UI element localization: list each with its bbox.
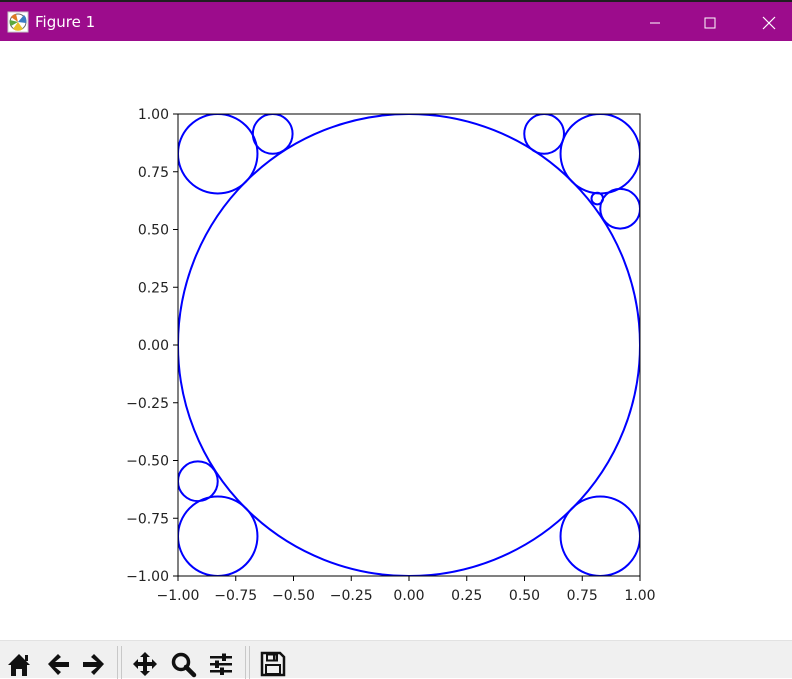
y-tick-label: 0.75 bbox=[138, 165, 169, 181]
ticks-layer: −1.00 −0.75 −0.50 −0.25 0.00 0.25 0.50 0.75 1.00… bbox=[126, 107, 655, 604]
close-button[interactable] bbox=[740, 4, 792, 41]
y-tick-label: 0.25 bbox=[138, 280, 169, 296]
arrow-right-icon bbox=[83, 653, 104, 675]
floppy-disk-icon bbox=[260, 651, 286, 676]
arrow-left-icon bbox=[48, 653, 69, 675]
circle-mark bbox=[559, 495, 640, 576]
minimize-icon bbox=[650, 22, 660, 23]
x-tick-label: −0.50 bbox=[272, 588, 315, 604]
home-icon bbox=[8, 653, 30, 676]
close-icon bbox=[762, 16, 776, 29]
circle-mark bbox=[178, 495, 259, 576]
y-tick-label: −1.00 bbox=[126, 569, 169, 585]
x-tick-label: 0.50 bbox=[509, 588, 540, 604]
x-tick-label: 0.00 bbox=[393, 588, 424, 604]
x-tick-label: −0.25 bbox=[330, 588, 373, 604]
toolbar-separator bbox=[121, 646, 122, 679]
circle-mark bbox=[590, 191, 605, 206]
forward-button[interactable] bbox=[79, 648, 109, 679]
maximize-button[interactable] bbox=[681, 4, 739, 41]
y-tick-label: −0.75 bbox=[126, 511, 169, 527]
window-title: Figure 1 bbox=[35, 13, 96, 31]
figure-canvas[interactable]: −1.00 −0.75 −0.50 −0.25 0.00 0.25 0.50 0.75 1.00… bbox=[0, 41, 792, 640]
matplotlib-app-icon bbox=[7, 11, 29, 33]
y-tick-label: 0.00 bbox=[138, 338, 169, 354]
zoom-button[interactable] bbox=[168, 648, 198, 679]
maximize-icon bbox=[704, 17, 716, 28]
save-button[interactable] bbox=[258, 648, 288, 679]
magnifier-icon bbox=[171, 652, 197, 677]
toolbar-separator bbox=[117, 646, 118, 679]
configure-subplots-button[interactable] bbox=[206, 648, 236, 679]
toolbar-separator bbox=[245, 646, 246, 679]
circle-mark bbox=[251, 114, 294, 155]
x-tick-label: −0.75 bbox=[214, 588, 257, 604]
move-icon bbox=[133, 651, 157, 676]
home-button[interactable] bbox=[4, 648, 34, 679]
axes-background bbox=[178, 114, 640, 576]
back-button[interactable] bbox=[43, 648, 73, 679]
x-tick-label: 0.75 bbox=[567, 588, 598, 604]
y-tick-label: 1.00 bbox=[138, 107, 169, 123]
chart: −1.00 −0.75 −0.50 −0.25 0.00 0.25 0.50 0.75 1.00… bbox=[126, 107, 655, 604]
window-titlebar[interactable]: Figure 1 bbox=[0, 0, 792, 41]
y-tick-label: 0.50 bbox=[138, 223, 169, 239]
x-tick-label: −1.00 bbox=[157, 588, 200, 604]
circle-mark bbox=[178, 114, 259, 195]
navigation-toolbar bbox=[0, 640, 792, 679]
x-tick-label: 1.00 bbox=[624, 588, 655, 604]
x-tick-label: 0.25 bbox=[451, 588, 482, 604]
circle-mark bbox=[523, 114, 565, 155]
minimize-button[interactable] bbox=[626, 4, 684, 41]
y-tick-label: −0.50 bbox=[126, 454, 169, 470]
toolbar-separator bbox=[249, 646, 250, 679]
sliders-icon bbox=[210, 653, 232, 675]
circle-mark bbox=[178, 460, 219, 503]
pan-button[interactable] bbox=[130, 648, 160, 679]
y-tick-label: −0.25 bbox=[126, 396, 169, 412]
